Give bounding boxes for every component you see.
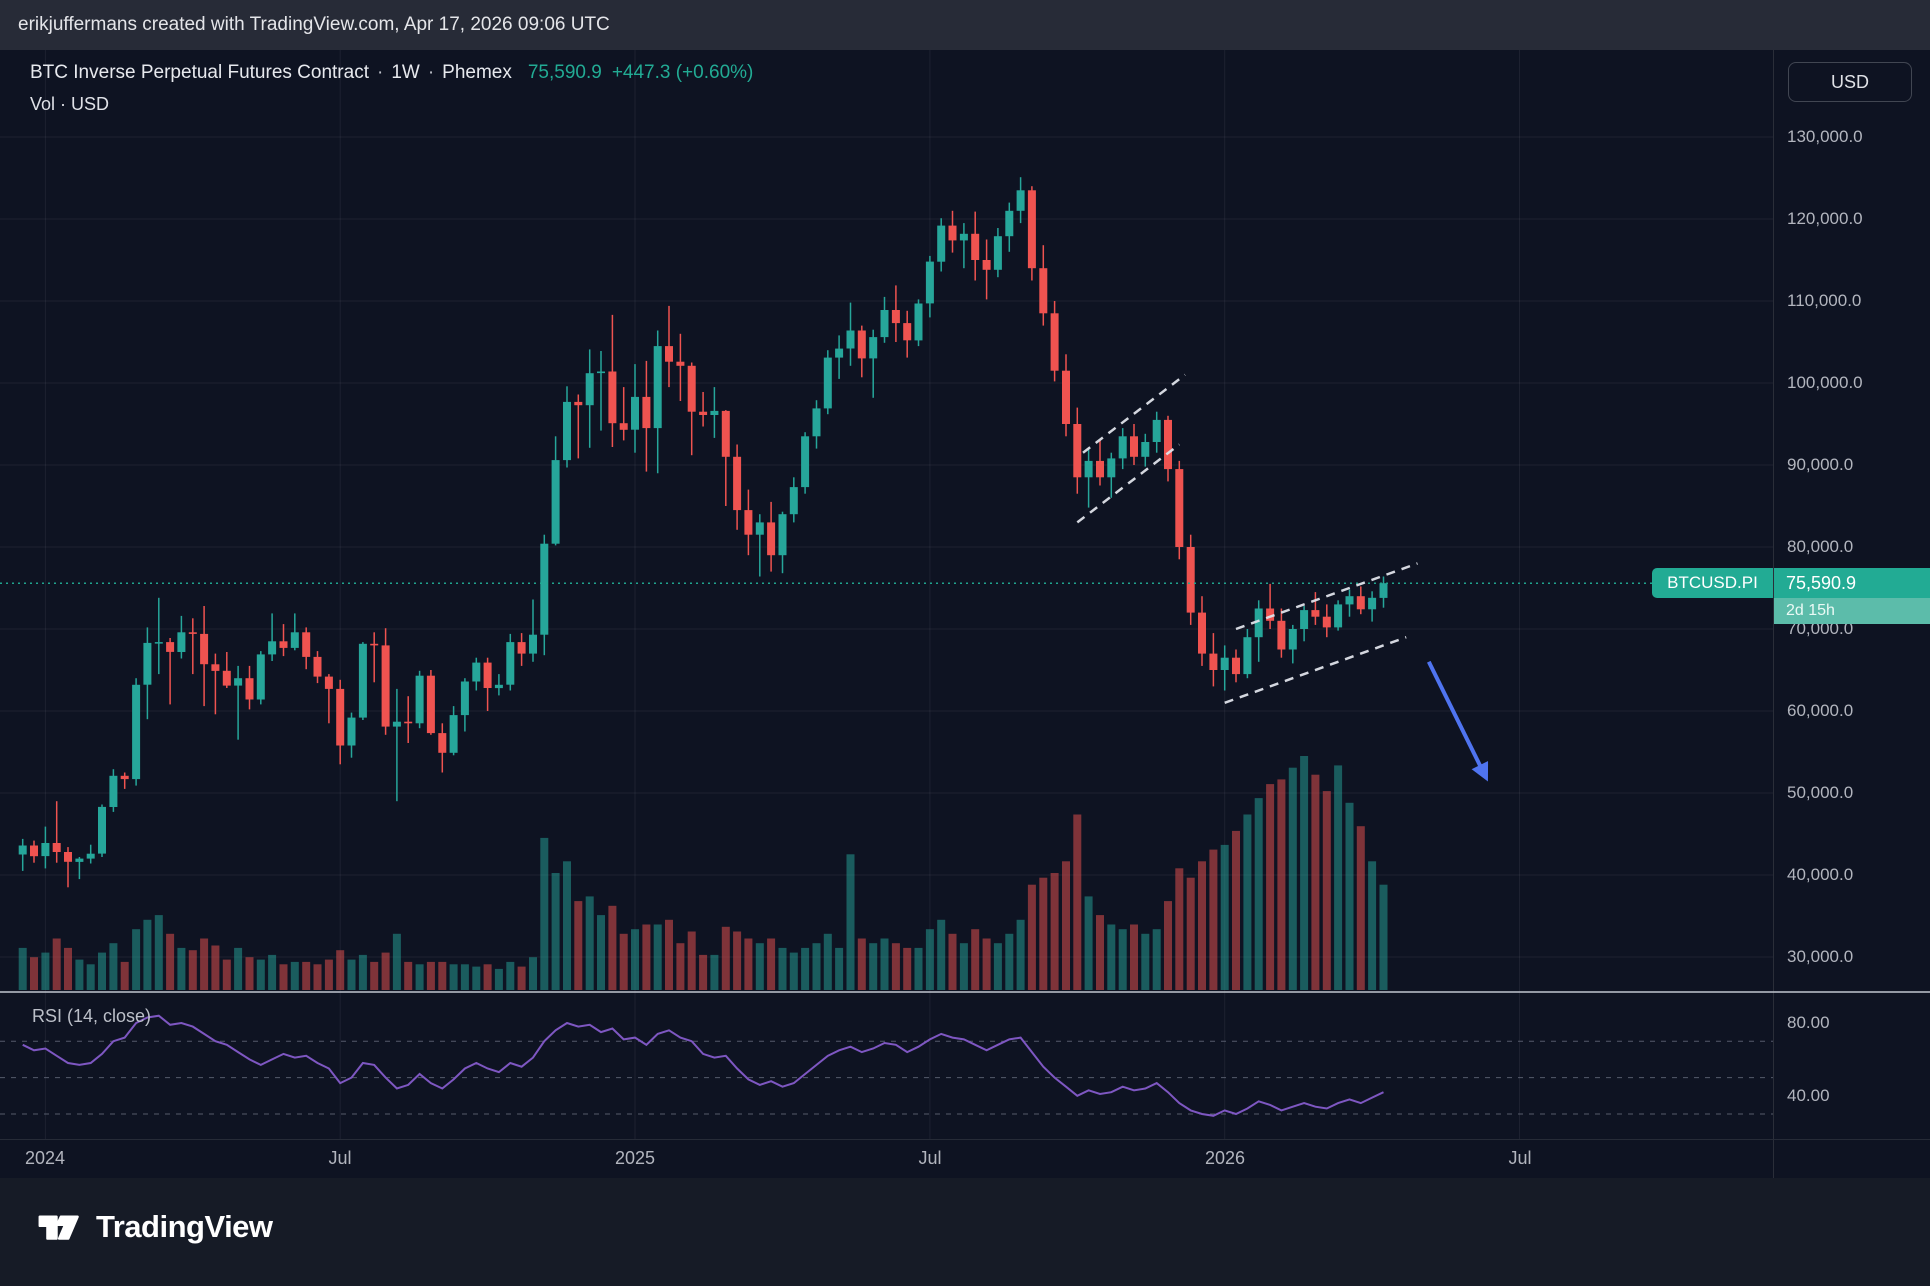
- legend-separator: ·: [427, 62, 435, 83]
- time-tick-label: Jul: [918, 1148, 942, 1168]
- rsi-indicator-label[interactable]: RSI (14, close): [32, 1006, 151, 1027]
- currency-toggle-button[interactable]: USD: [1788, 62, 1912, 102]
- price-tick-label: 130,000.0: [1787, 127, 1863, 146]
- price-tick-label: 110,000.0: [1787, 291, 1862, 310]
- time-scale[interactable]: 2024 Jul 2025 Jul 2026 Jul: [0, 1139, 1930, 1179]
- legend-change: +447.3 (+0.60%): [611, 62, 754, 83]
- time-tick-label: Jul: [328, 1148, 352, 1168]
- volume-indicator-label: Vol · USD: [30, 94, 110, 114]
- time-tick-label: 2024: [24, 1148, 66, 1168]
- chart-canvas[interactable]: [0, 50, 1930, 1178]
- symbol-title: BTC Inverse Perpetual Futures Contract: [30, 62, 369, 83]
- last-price-badge[interactable]: 75,590.9 2d 15h: [1774, 568, 1930, 624]
- price-tick-label: 100,000.0: [1787, 373, 1863, 392]
- bar-countdown: 2d 15h: [1774, 598, 1930, 624]
- symbol-exchange: Phemex: [442, 62, 512, 83]
- chart-region: BTC Inverse Perpetual Futures Contract ·…: [0, 50, 1930, 1178]
- legend-separator: ·: [376, 62, 384, 83]
- price-line-symbol-flag[interactable]: BTCUSD.PI: [1652, 568, 1773, 598]
- tradingview-logo-text: TradingView: [96, 1209, 273, 1244]
- legend-symbol-row[interactable]: BTC Inverse Perpetual Futures Contract ·…: [30, 62, 753, 84]
- price-flag-symbol-text: BTCUSD.PI: [1667, 573, 1758, 592]
- last-price-value: 75,590.9: [1774, 568, 1930, 598]
- price-tick-label: 80,000.0: [1787, 537, 1854, 556]
- legend-last-price: 75,590.9: [527, 62, 602, 83]
- chart-legend: BTC Inverse Perpetual Futures Contract ·…: [30, 62, 753, 115]
- rsi-label-text: RSI (14, close): [32, 1006, 152, 1026]
- symbol-interval: 1W: [391, 62, 420, 83]
- price-tick-label: 60,000.0: [1787, 701, 1854, 720]
- price-tick-label: 90,000.0: [1787, 455, 1854, 474]
- tradingview-logo-icon: [38, 1215, 79, 1240]
- attribution-bar: erikjuffermans created with TradingView.…: [0, 0, 1930, 50]
- time-tick-label: 2026: [1204, 1148, 1246, 1168]
- footer: TradingView: [0, 1178, 1930, 1286]
- price-tick-label: 30,000.0: [1787, 947, 1854, 966]
- price-tick-label: 50,000.0: [1787, 783, 1854, 802]
- price-tick-label: 120,000.0: [1787, 209, 1863, 228]
- rsi-tick-label: 80.00: [1787, 1013, 1830, 1032]
- time-tick-label: Jul: [1508, 1148, 1532, 1168]
- pane-separator[interactable]: [0, 991, 1930, 993]
- attribution-text: erikjuffermans created with TradingView.…: [18, 14, 610, 35]
- legend-volume-row[interactable]: Vol · USD: [30, 94, 753, 115]
- tradingview-logo[interactable]: TradingView: [36, 1204, 273, 1250]
- price-tick-label: 40,000.0: [1787, 865, 1854, 884]
- time-tick-label: 2025: [614, 1148, 656, 1168]
- rsi-tick-label: 40.00: [1787, 1086, 1830, 1105]
